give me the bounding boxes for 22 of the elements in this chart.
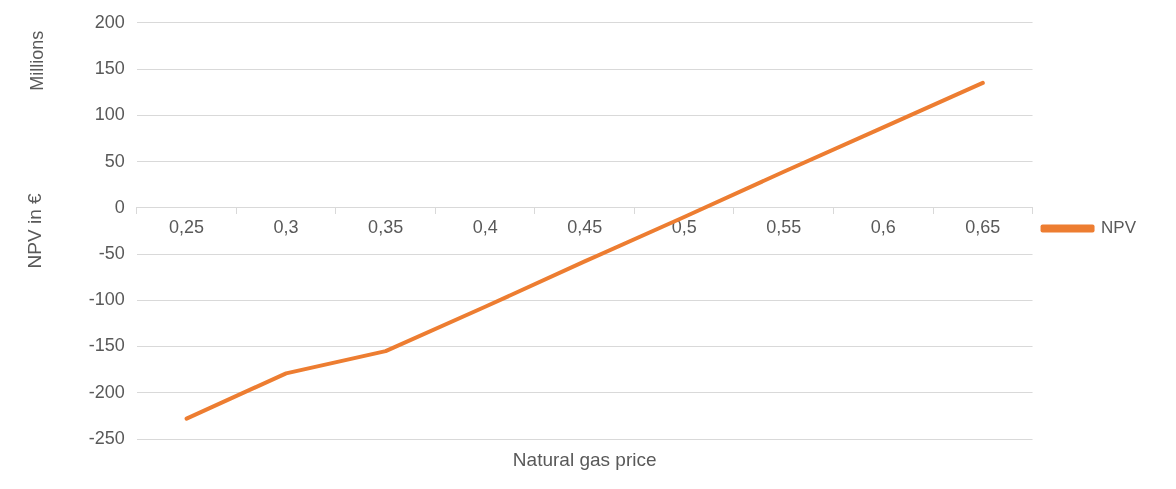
y-tick-label: -200 (88, 381, 125, 402)
y-tick-label: 100 (94, 104, 125, 125)
y-tick-label: -150 (88, 335, 125, 356)
y-tick-label: -50 (98, 242, 125, 263)
x-tick-label: 0,4 (472, 216, 498, 237)
x-tick-label: 0,25 (169, 216, 205, 237)
y-tick-label: 150 (94, 58, 125, 79)
x-tick-label: 0,6 (870, 216, 896, 237)
y-axis-title: NPV in € (23, 192, 45, 269)
x-tick-label: 0,45 (567, 216, 603, 237)
text: Millions (26, 30, 47, 91)
legend-label: NPV (1101, 218, 1137, 238)
y-tick-label: 200 (94, 11, 125, 32)
x-axis-title: Natural gas price (512, 448, 657, 470)
y-tick-label: 50 (104, 150, 125, 171)
x-tick-label: 0,55 (766, 216, 802, 237)
y-tick-label: 0 (114, 196, 125, 217)
y-tick-label: -250 (88, 427, 125, 448)
x-tick-label: 0,3 (273, 216, 299, 237)
y-tick-label: -100 (88, 289, 125, 310)
x-tick-label: 0,35 (368, 216, 404, 237)
x-tick-label: 0,65 (965, 216, 1001, 237)
